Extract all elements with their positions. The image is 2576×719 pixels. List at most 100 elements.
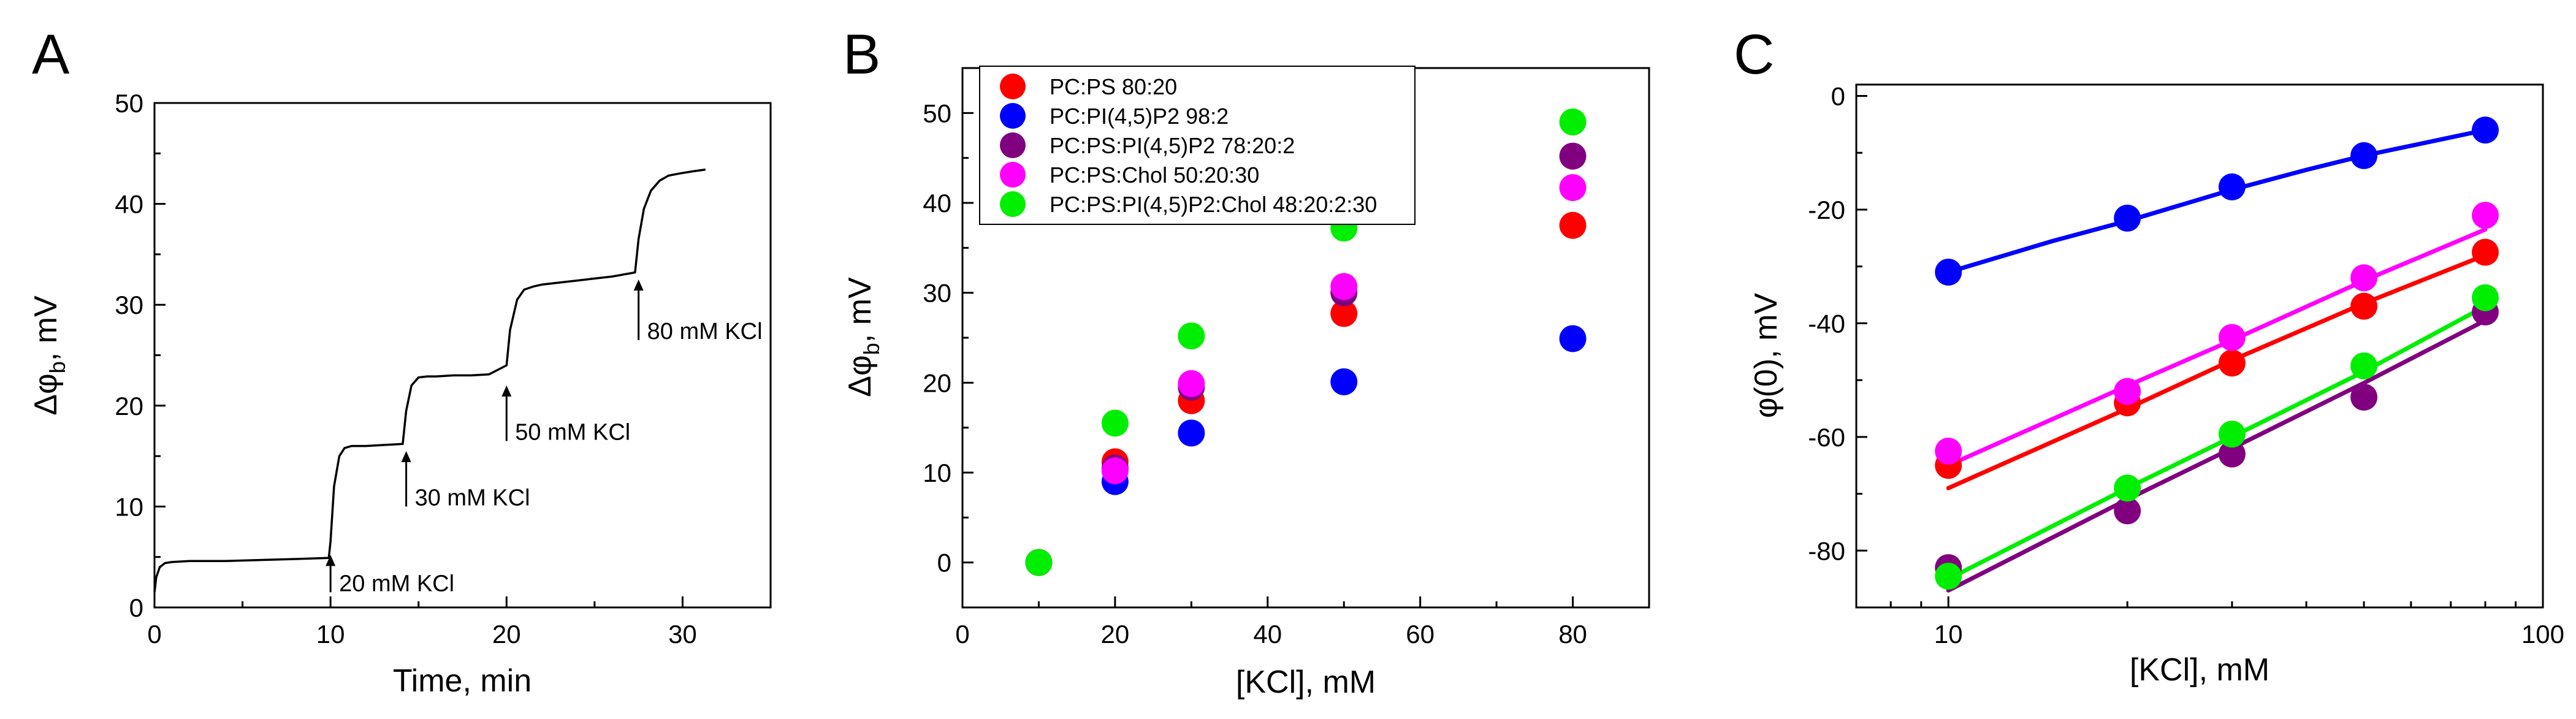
point-pc-ps-pi-4-5-p2-chol-48-20-2-30 [1935,563,1962,590]
annotation-arrow-head [326,555,336,566]
point-pc-ps-pi-4-5-p2-chol-48-20-2-30 [2114,474,2141,502]
y-axis-label-a: Δφb, mV [28,295,70,416]
annotation-arrow-head [501,385,512,397]
point-pc-pi-4-5-p2-98-2 [1330,368,1358,395]
point-pc-pi-4-5-p2-98-2 [1935,258,1962,286]
axis-frame-a [153,102,772,609]
point-pc-ps-pi-4-5-p2-chol-48-20-2-30 [1025,549,1053,576]
y-tick-label: 30 [115,291,143,319]
legend-marker-pc-ps-pi-4-5-p2-chol-48-20-2-30 [1000,191,1026,217]
y-tick-label: -60 [1808,423,1845,452]
y-axis-label-b-sub: b [859,343,884,355]
point-pc-ps-80-20 [2218,349,2246,377]
tick-labels-c: 10 100 -80 -60 -40 -20 0 [1808,82,2564,649]
ticks-b [961,112,1574,607]
panel-a: A 0 10 20 30 0 10 20 30 40 50 20 mM KCl 30 mM KCl 5… [28,23,772,699]
point-pc-ps-80-20 [1330,300,1358,327]
legend-box-b [979,66,1416,225]
x-axis-label-b: [KCl], mM [1236,664,1376,700]
point-pc-ps-chol-50-20-30 [1101,457,1129,485]
point-pc-ps-chol-50-20-30 [1935,438,1962,465]
annotations-a: 20 mM KCl 30 mM KCl 50 mM KCl 80 mM KCl [326,280,763,596]
point-pc-ps-chol-50-20-30 [1559,174,1587,202]
annotation-arrow-head [633,280,644,291]
x-tick-label: 10 [1934,620,1963,649]
series-line-trace [153,168,706,593]
point-pc-pi-4-5-p2-98-2 [2350,142,2378,169]
point-pc-ps-pi-4-5-p2-chol-48-20-2-30 [1101,409,1129,437]
point-pc-ps-pi-4-5-p2-chol-48-20-2-30 [2218,420,2246,448]
y-tick-label: 20 [923,368,951,397]
legend-marker-pc-ps-chol-50-20-30 [1000,162,1026,188]
y-tick-label: -40 [1808,309,1845,338]
legend-label-pc-ps-pi-4-5-p2-chol-48-20-2-30: PC:PS:PI(4,5)P2:Chol 48:20:2:30 [1050,192,1377,217]
point-pc-ps-pi-4-5-p2-78-20-2 [2218,440,2246,468]
y-axis-label-a-sub: b [45,361,70,373]
point-pc-ps-pi-4-5-p2-chol-48-20-2-30 [2472,284,2499,311]
x-tick-label: 0 [955,620,969,649]
point-pc-ps-chol-50-20-30 [2472,202,2499,229]
x-tick-label: 40 [1253,620,1282,649]
point-pc-ps-chol-50-20-30 [2350,264,2378,292]
y-tick-label: 10 [923,458,951,487]
annotation-label: 50 mM KCl [515,419,630,445]
x-tick-label: 0 [147,620,161,649]
legend-marker-pc-ps-80-20 [1000,74,1026,99]
panel-c: C 10 100 -80 -60 -40 -20 0 [KCl], mM φ(0), mV [1734,23,2564,688]
series-b [1025,108,1587,576]
panel-letter-a: A [32,23,70,86]
y-tick-label: 0 [937,549,951,577]
y-axis-label-b-tail: , mV [842,277,878,343]
point-pc-ps-chol-50-20-30 [1330,273,1358,300]
fit-line-pc-ps-80-20 [1946,253,2488,490]
y-tick-label: 40 [115,190,143,219]
ticks-c [1855,95,2544,609]
legend-label-pc-ps-80-20: PC:PS 80:20 [1050,74,1177,99]
y-tick-label: -80 [1808,536,1845,565]
tick-labels-a: 0 10 20 30 0 10 20 30 40 50 [115,89,697,649]
y-tick-label: 50 [923,99,951,127]
legend-label-pc-pi-4-5-p2-98-2: PC:PI(4,5)P2 98:2 [1050,104,1229,129]
y-tick-label: 30 [923,279,951,308]
point-pc-pi-4-5-p2-98-2 [1559,325,1587,352]
y-axis-label-b: Δφb, mV [842,277,884,397]
x-tick-label: 20 [1101,620,1130,649]
x-tick-label: 80 [1558,620,1587,649]
y-axis-label-b-main: Δφ [842,355,878,397]
y-tick-label: -20 [1808,196,1845,224]
point-pc-ps-chol-50-20-30 [2218,324,2246,351]
series-a [153,168,706,593]
annotation-label: 20 mM KCl [339,571,454,596]
y-tick-label: 40 [923,189,951,218]
legend-label-pc-ps-chol-50-20-30: PC:PS:Chol 50:20:30 [1050,162,1259,188]
y-axis-label-a-main: Δφ [28,373,64,415]
legend-marker-pc-ps-pi-4-5-p2-78-20-2 [1000,132,1026,158]
fit-line-pc-ps-pi-4-5-p2-78-20-2 [1946,318,2488,593]
point-pc-ps-pi-4-5-p2-78-20-2 [2114,497,2141,525]
point-pc-pi-4-5-p2-98-2 [1178,419,1205,447]
point-pc-ps-pi-4-5-p2-78-20-2 [1559,142,1587,170]
fit-lines-c [1946,127,2488,593]
y-tick-label: 10 [115,492,143,521]
panel-letter-b: B [843,23,880,86]
point-pc-pi-4-5-p2-98-2 [2114,204,2141,232]
annotation-arrow-head [401,451,411,462]
axis-frame-c [1855,83,2544,609]
ticks-a [153,102,684,609]
x-tick-label: 20 [492,620,521,649]
legend-marker-pc-pi-4-5-p2-98-2 [1000,103,1026,129]
tick-labels-b: 0 20 40 60 80 0 10 20 30 40 50 [923,99,1587,649]
point-pc-pi-4-5-p2-98-2 [2218,173,2246,200]
x-tick-label: 60 [1406,620,1435,649]
annotation-label: 80 mM KCl [647,319,763,344]
y-axis-label-a-tail: , mV [28,295,64,361]
x-tick-label: 100 [2521,620,2564,649]
point-pc-pi-4-5-p2-98-2 [2472,116,2499,144]
y-tick-label: 0 [1831,82,1845,111]
point-pc-ps-80-20 [2472,238,2499,266]
annotation-label: 30 mM KCl [415,485,530,511]
panel-letter-c: C [1734,23,1774,86]
x-axis-label-c: [KCl], mM [2130,652,2269,688]
x-axis-label-a: Time, min [393,663,532,699]
